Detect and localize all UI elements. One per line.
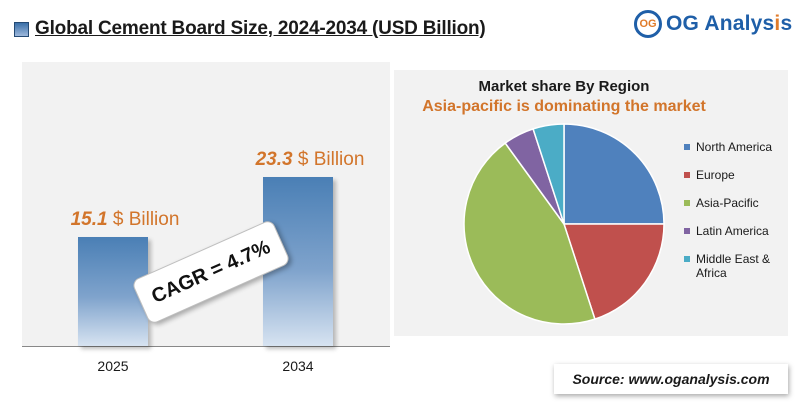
legend-label: Latin America: [696, 224, 769, 238]
x-tick-label-2034: 2034: [282, 358, 314, 374]
bar-value-label-2034: 23.3 $ Billion: [255, 149, 365, 171]
legend-label: Asia-Pacific: [696, 196, 759, 210]
header: Global Cement Board Size, 2024-2034 (USD…: [14, 18, 486, 40]
pie-slice-middle-east-africa: [532, 123, 565, 225]
legend-swatch: [684, 172, 690, 178]
source-label: Source: www.oganalysis.com: [554, 364, 788, 394]
legend-swatch: [684, 144, 690, 150]
pie-chart-panel: Market share By Region Asia-pacific is d…: [394, 70, 788, 336]
logo-text: OG Analysis: [666, 12, 793, 35]
pie-legend: North America Europe Asia-Pacific Latin Ame…: [684, 140, 784, 294]
legend-item-latin-america: Latin America: [684, 224, 784, 238]
pie-chart: [463, 123, 665, 325]
title-square-icon: [14, 21, 29, 37]
bar-value-label-2025: 15.1 $ Billion: [70, 208, 180, 230]
legend-swatch: [684, 256, 690, 262]
pie-slice-north-america: [563, 123, 665, 225]
legend-label: Europe: [696, 168, 735, 182]
page-title: Global Cement Board Size, 2024-2034 (USD…: [35, 18, 486, 39]
legend-label: Middle East & Africa: [696, 252, 771, 280]
bar-chart-baseline: [22, 346, 390, 347]
og-analysis-logo[interactable]: OG OG Analysis: [634, 10, 792, 38]
legend-swatch: [684, 200, 690, 206]
legend-item-north-america: North America: [684, 140, 784, 154]
legend-swatch: [684, 228, 690, 234]
x-tick-label-2025: 2025: [97, 358, 129, 374]
legend-item-asia-pacific: Asia-Pacific: [684, 196, 784, 210]
legend-label: North America: [696, 140, 773, 154]
legend-item-middle-east-africa: Middle East & Africa: [684, 252, 784, 280]
pie-chart-subtitle: Asia-pacific is dominating the market: [422, 98, 706, 115]
pie-slice-asia-pacific: [463, 142, 596, 325]
pie-slice-europe: [562, 223, 665, 321]
logo-circle-icon: OG: [634, 10, 662, 38]
legend-item-europe: Europe: [684, 168, 784, 182]
pie-chart-title: Market share By Region: [478, 78, 650, 95]
